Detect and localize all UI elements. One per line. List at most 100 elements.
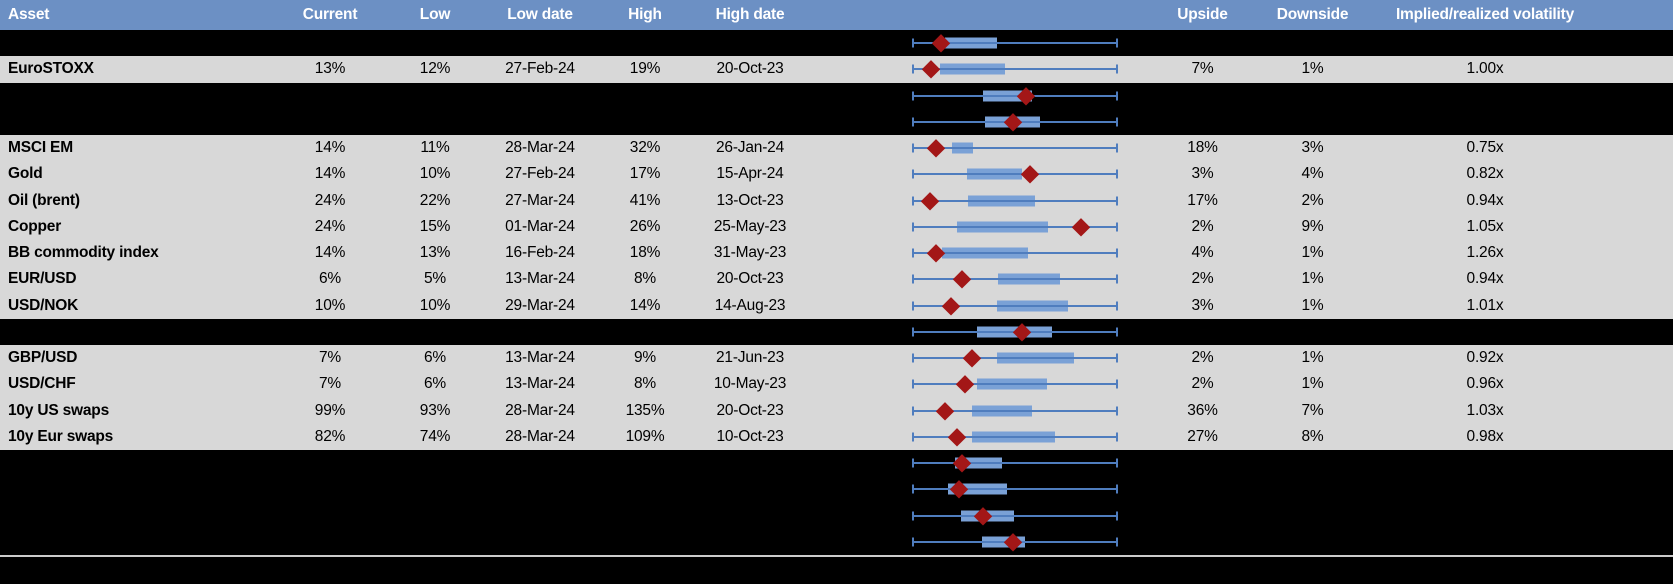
implied-realized-cell [1345,529,1673,555]
boxplot-cap-left [912,327,914,337]
upside-cell: 2% [1191,349,1214,367]
boxplot [912,109,1118,135]
high-date-cell: 25-May-23 [713,217,787,235]
high-cell: 19% [629,60,661,78]
implied-realized-cell: 1.05x [1466,217,1504,235]
low-cell [390,529,480,555]
current-cell [270,529,390,555]
high-date-cell: 31-May-23 [713,244,787,262]
current-cell [270,450,390,476]
header-current: Current [302,6,358,23]
table-row: Oil (brent) 24% 22% 27-Mar-24 41% 13-Oct… [0,187,1673,214]
boxplot-cell [810,424,1125,450]
current-cell [270,83,390,109]
high-date-cell: 20-Oct-23 [716,270,784,288]
boxplot-cap-left [912,91,914,101]
boxplot-whisker [913,435,1117,438]
boxplot-whisker [913,173,1117,176]
table-row [0,528,1673,555]
boxplot [912,161,1118,187]
low-cell: 10% [419,296,451,314]
boxplot-whisker [913,488,1117,491]
implied-realized-cell: 0.75x [1466,139,1504,157]
low-date-cell [480,83,600,109]
downside-cell: 3% [1301,139,1324,157]
boxplot [912,476,1118,502]
current-cell [270,109,390,135]
high-date-cell [690,83,810,109]
boxplot-cap-right [1116,327,1118,337]
low-cell: 6% [423,375,446,393]
boxplot-cap-right [1116,169,1118,179]
current-marker-diamond [941,296,960,315]
current-cell: 14% [314,139,346,157]
high-cell [600,476,690,502]
table-row: 10y Eur swaps 82% 74% 28-Mar-24 109% 10-… [0,423,1673,450]
current-cell [270,503,390,529]
boxplot-whisker [913,252,1117,255]
boxplot-cell [810,188,1125,214]
low-date-cell: 13-Mar-24 [505,270,575,288]
header-asset: Asset [8,6,50,23]
downside-cell [1280,503,1345,529]
boxplot-cell [810,293,1125,319]
upside-cell [1125,30,1280,56]
implied-realized-cell [1345,30,1673,56]
downside-cell: 1% [1301,60,1324,78]
upside-cell: 3% [1191,165,1214,183]
high-cell [600,83,690,109]
header-upside: Upside [1177,6,1228,23]
boxplot [912,319,1118,345]
low-date-cell: 13-Mar-24 [505,375,575,393]
boxplot-cell [810,450,1125,476]
boxplot-cap-right [1116,458,1118,468]
boxplot-cell [810,503,1125,529]
boxplot-cap-right [1116,301,1118,311]
high-date-cell [690,109,810,135]
boxplot-cap-left [912,432,914,442]
boxplot [912,529,1118,555]
table-row [0,108,1673,135]
boxplot-cell [810,135,1125,161]
downside-cell [1280,529,1345,555]
boxplot-whisker [913,225,1117,228]
downside-cell: 8% [1301,427,1324,445]
boxplot-cell [810,56,1125,82]
high-cell [600,529,690,555]
low-cell [390,30,480,56]
boxplot-cap-left [912,222,914,232]
high-date-cell [690,319,810,345]
upside-cell [1125,109,1280,135]
downside-cell [1280,83,1345,109]
current-marker-diamond [948,428,966,446]
current-marker-diamond [953,270,971,289]
boxplot-whisker [913,147,1117,150]
upside-cell: 2% [1191,217,1214,235]
current-cell: 24% [314,191,346,209]
boxplot-cap-right [1116,91,1118,101]
asset-name-cell: EuroSTOXX [8,60,94,78]
boxplot-cap-right [1116,353,1118,363]
implied-realized-cell: 1.01x [1466,296,1504,314]
high-cell: 18% [629,244,661,262]
boxplot [912,214,1118,240]
low-cell: 13% [419,244,451,262]
table-row: EuroSTOXX 13% 12% 27-Feb-24 19% 20-Oct-2… [0,56,1673,83]
boxplot-whisker [913,409,1117,412]
implied-realized-cell: 0.94x [1466,270,1504,288]
low-cell [390,319,480,345]
boxplot-whisker [913,304,1117,307]
boxplot-cap-right [1116,222,1118,232]
current-cell [270,319,390,345]
high-cell: 9% [633,349,656,367]
table-row: BB commodity index 14% 13% 16-Feb-24 18%… [0,240,1673,267]
high-date-cell [690,30,810,56]
high-date-cell: 14-Aug-23 [714,296,786,314]
high-date-cell: 13-Oct-23 [716,191,784,209]
boxplot-cap-left [912,248,914,258]
high-date-cell: 26-Jan-24 [716,139,784,157]
boxplot-cap-right [1116,379,1118,389]
header-high: High [628,6,662,23]
table-row [0,502,1673,529]
current-marker-diamond [1072,218,1091,236]
